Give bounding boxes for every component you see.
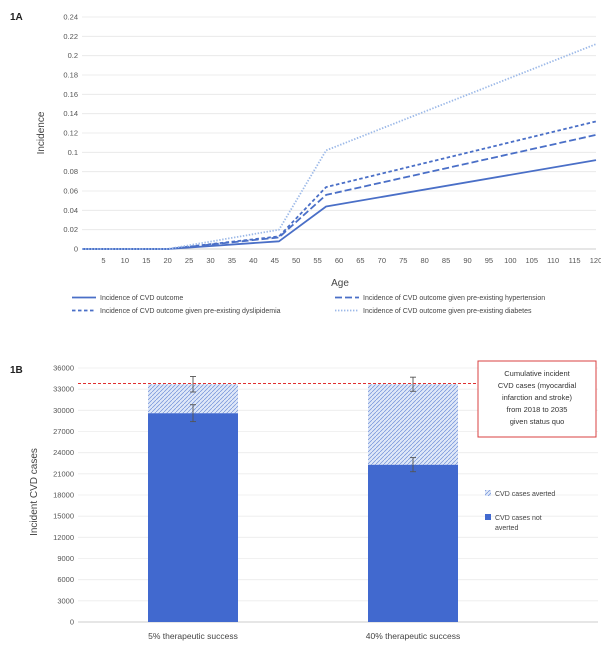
x-tick-label-1a: 75: [399, 256, 407, 265]
legend-label-1b: CVD cases averted: [495, 491, 555, 498]
x-tick-label-1a: 100: [504, 256, 517, 265]
y-tick-label-1b: 0: [70, 618, 74, 627]
y-tick-label-1a: 0.14: [63, 109, 78, 118]
line-series-1a: [82, 43, 597, 250]
y-tick-label-1b: 6000: [57, 575, 74, 584]
y-tick-label-1b: 3000: [57, 596, 74, 605]
y-tick-label-1b: 36000: [53, 364, 74, 373]
x-tick-label-1a: 105: [525, 256, 538, 265]
y-tick-label-1a: 0.1: [68, 148, 78, 157]
bar-segment: [148, 413, 238, 622]
y-tick-label-1b: 15000: [53, 512, 74, 521]
series-line-2: [82, 134, 597, 250]
x-tick-label-1a: 40: [249, 256, 257, 265]
y-tick-label-1a: 0.06: [63, 187, 78, 196]
x-tick-label-1a: 10: [121, 256, 129, 265]
x-tick-label-1a: 115: [569, 256, 581, 265]
y-tick-label-1b: 18000: [53, 491, 74, 500]
x-tick-label-1a: 70: [378, 256, 386, 265]
y-tick-label-1a: 0.02: [63, 225, 78, 234]
x-tick-label-1a: 120: [590, 256, 601, 265]
y-tick-label-1b: 21000: [53, 469, 74, 478]
x-tick-label-1a: 55: [313, 256, 321, 265]
y-tick-label-1b: 24000: [53, 448, 74, 457]
legend-label-1a: Incidence of CVD outcome given pre-exist…: [363, 295, 545, 302]
legend-label-1b: CVD cases not: [495, 515, 542, 522]
legend-label-1b: averted: [495, 525, 518, 532]
y-tick-labels-1b: 0 3000 6000 9000 12000 15000 18000 21000 24000 27…: [53, 364, 74, 627]
panel-label-1b: 1B: [10, 365, 23, 376]
y-tick-label-1a: 0.18: [63, 71, 78, 80]
legend-swatch-1b: [485, 514, 491, 520]
x-tick-label-1a: 15: [142, 256, 150, 265]
x-tick-label-1a: 60: [335, 256, 343, 265]
annotation-line: given status quo: [510, 417, 565, 426]
y-tick-label-1a: 0.08: [63, 167, 78, 176]
annotation-text: Cumulative incident CVD cases (myocardial…: [498, 369, 577, 426]
panel-label-1a: 1A: [10, 12, 23, 23]
x-tick-label-1a: 65: [356, 256, 364, 265]
legend-label-1a: Incidence of CVD outcome given pre-exist…: [363, 308, 532, 315]
x-tick-label-1a: 85: [442, 256, 450, 265]
y-tick-label-1a: 0.22: [63, 32, 78, 41]
annotation-line: from 2018 to 2035: [507, 405, 568, 414]
category-label: 5% therapeutic success: [148, 631, 238, 641]
x-axis-title-1a: Age: [331, 278, 349, 289]
y-tick-label-1b: 12000: [53, 533, 74, 542]
y-tick-labels-1a: 0 0.02 0.04 0.06 0.08 0.1 0.12 0.14 0.16 0.18 0.2 0…: [63, 13, 78, 254]
legend-1a: Incidence of CVD outcome Incidence of CVD…: [72, 295, 545, 315]
x-tick-label-1a: 45: [271, 256, 279, 265]
legend-swatch-1b: [485, 490, 491, 496]
x-tick-label-1a: 20: [163, 256, 171, 265]
category-label: 40% therapeutic success: [366, 631, 461, 641]
y-tick-label-1b: 27000: [53, 427, 74, 436]
legend-label-1a: Incidence of CVD outcome given pre-exist…: [100, 308, 281, 315]
annotation-line: infarction and stroke): [502, 393, 573, 402]
x-tick-label-1a: 25: [185, 256, 193, 265]
bars-1b: [148, 384, 458, 622]
y-tick-label-1b: 33000: [53, 385, 74, 394]
y-tick-label-1a: 0.16: [63, 90, 78, 99]
gridlines-1a: [82, 16, 596, 250]
annotation-line: Cumulative incident: [504, 369, 570, 378]
legend-label-1a: Incidence of CVD outcome: [100, 295, 183, 302]
y-tick-label-1b: 9000: [57, 554, 74, 563]
series-line-4: [82, 43, 597, 250]
x-tick-label-1a: 80: [420, 256, 428, 265]
x-tick-label-1a: 90: [463, 256, 471, 265]
annotation-box: [477, 360, 597, 438]
y-axis-title-1a: Incidence: [36, 111, 47, 154]
x-tick-label-1a: 5: [101, 256, 105, 265]
y-tick-label-1a: 0.2: [68, 51, 78, 60]
x-tick-labels-1a: 5 10 15 20 25 30 35 40 45 50 55 60 65 70 75 80 85 90 95 100…: [101, 256, 601, 265]
x-tick-label-1a: 95: [485, 256, 493, 265]
y-tick-label-1a: 0.04: [63, 206, 78, 215]
series-line-1: [82, 159, 597, 250]
legend-1b: CVD cases averted CVD cases not averted: [485, 490, 555, 532]
x-tick-label-1a: 35: [228, 256, 236, 265]
x-tick-label-1a: 30: [206, 256, 214, 265]
bar-segment: [368, 464, 458, 622]
y-tick-label-1a: 0.24: [63, 13, 78, 22]
y-axis-title-1b: Incident CVD cases: [29, 448, 40, 536]
y-tick-label-1b: 30000: [53, 406, 74, 415]
y-tick-label-1a: 0.12: [63, 129, 78, 138]
x-tick-label-1a: 50: [292, 256, 300, 265]
category-labels-1b: 5% therapeutic success 40% therapeutic su…: [148, 631, 460, 641]
x-tick-label-1a: 110: [547, 256, 559, 265]
bar-segment: [368, 384, 458, 465]
y-tick-label-1a: 0: [74, 245, 78, 254]
annotation-line: CVD cases (myocardial: [498, 381, 577, 390]
error-bars-1b: [190, 376, 416, 473]
